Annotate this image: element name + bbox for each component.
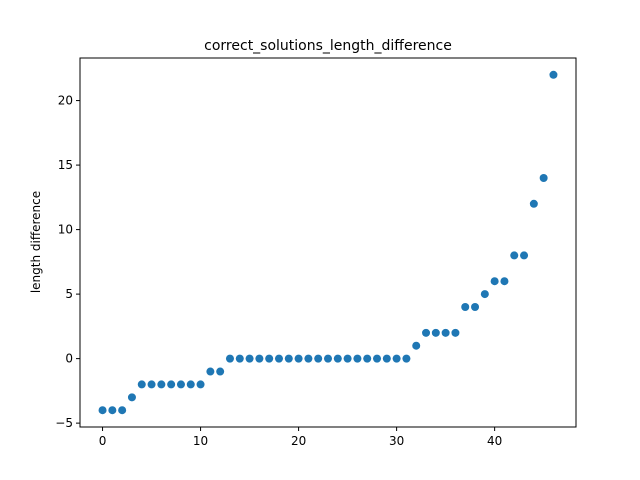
y-tick-label-20: 20 — [58, 94, 73, 108]
data-point-39 — [480, 290, 489, 299]
y-tick-label-15: 15 — [58, 158, 73, 172]
y-tick-label-0: 0 — [65, 352, 73, 366]
x-tick-label-10: 10 — [193, 434, 208, 448]
data-point-35 — [441, 328, 450, 337]
data-point-24 — [333, 354, 342, 363]
data-point-41 — [500, 277, 509, 286]
data-point-30 — [392, 354, 401, 363]
data-point-38 — [471, 303, 480, 312]
data-point-23 — [324, 354, 332, 363]
data-point-34 — [431, 328, 440, 337]
data-point-33 — [422, 328, 431, 337]
x-tick-label-30: 30 — [389, 434, 404, 448]
data-point-31 — [402, 354, 411, 363]
data-point-22 — [314, 354, 323, 363]
x-tick-label-40: 40 — [487, 434, 502, 448]
data-point-19 — [284, 354, 293, 363]
data-point-27 — [363, 354, 372, 363]
data-point-42 — [510, 251, 519, 260]
data-point-46 — [549, 70, 558, 79]
data-point-10 — [196, 380, 205, 389]
data-point-15 — [245, 354, 254, 363]
data-point-8 — [176, 380, 185, 389]
data-point-14 — [235, 354, 244, 363]
data-point-21 — [304, 354, 313, 363]
data-point-29 — [382, 354, 391, 363]
data-point-32 — [412, 341, 421, 350]
data-point-4 — [137, 380, 146, 389]
data-point-13 — [225, 354, 234, 363]
plot-area: 0 10 20 30 40 −5 0 5 10 15 20 — [55, 70, 558, 448]
data-point-40 — [490, 277, 499, 286]
data-point-12 — [216, 367, 225, 376]
chart-title: correct_solutions_length_difference — [204, 38, 452, 54]
data-point-0 — [98, 406, 107, 415]
data-point-6 — [157, 380, 166, 389]
data-point-5 — [147, 380, 156, 389]
data-point-16 — [255, 354, 264, 363]
data-point-18 — [274, 354, 283, 363]
x-tick-label-20: 20 — [291, 434, 306, 448]
data-point-37 — [461, 303, 470, 312]
data-point-7 — [167, 380, 176, 389]
data-point-43 — [520, 251, 529, 260]
x-tick-label-0: 0 — [99, 434, 107, 448]
data-point-3 — [127, 393, 136, 402]
data-point-20 — [294, 354, 303, 363]
y-tick-label--5: −5 — [55, 416, 73, 430]
y-tick-label-5: 5 — [65, 287, 73, 301]
data-point-28 — [373, 354, 382, 363]
data-point-25 — [343, 354, 352, 363]
y-tick-label-10: 10 — [58, 223, 73, 237]
axes-frame — [79, 57, 577, 428]
data-point-44 — [529, 199, 538, 208]
y-axis-label: length difference — [29, 191, 43, 293]
data-point-17 — [265, 354, 274, 363]
data-point-26 — [353, 354, 362, 363]
data-point-1 — [108, 406, 117, 415]
data-point-36 — [451, 328, 460, 337]
data-point-9 — [186, 380, 195, 389]
data-point-11 — [206, 367, 215, 376]
data-point-45 — [539, 173, 548, 182]
data-point-2 — [118, 406, 127, 415]
